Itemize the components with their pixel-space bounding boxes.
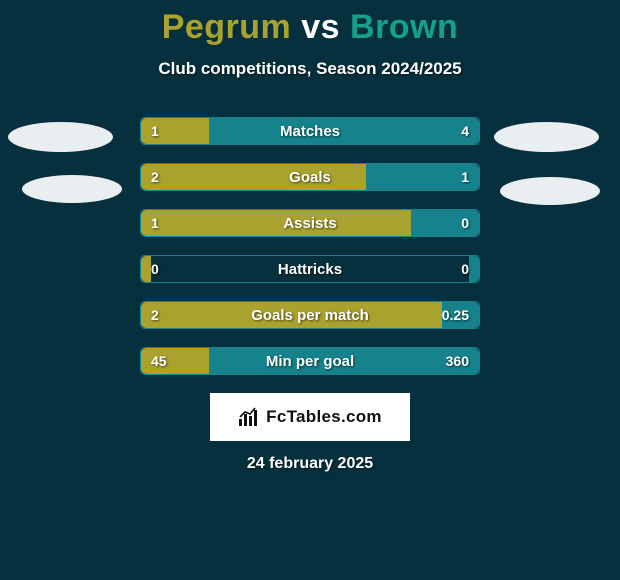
metric-bar-left <box>141 164 366 190</box>
metric-value-right: 4 <box>451 118 479 144</box>
subtitle: Club competitions, Season 2024/2025 <box>0 59 620 79</box>
player-photo-placeholder <box>494 122 599 152</box>
comparison-card: Pegrum vs Brown Club competitions, Seaso… <box>0 0 620 580</box>
metric-row: Goals per match20.25 <box>140 301 480 329</box>
metric-value-left: 2 <box>141 302 169 328</box>
metrics-container: Matches14Goals21Assists10Hattricks00Goal… <box>140 117 480 375</box>
metric-label: Hattricks <box>141 256 479 282</box>
bar-chart-icon <box>238 407 260 427</box>
title-vs: vs <box>301 8 340 46</box>
metric-value-right: 0 <box>451 256 479 282</box>
metric-bar-right <box>209 118 479 144</box>
title-player2: Brown <box>350 8 458 46</box>
metric-row: Min per goal45360 <box>140 347 480 375</box>
brand-box[interactable]: FcTables.com <box>210 393 410 441</box>
metric-value-right: 0 <box>451 210 479 236</box>
brand-text: FcTables.com <box>266 407 382 427</box>
metric-value-left: 0 <box>141 256 169 282</box>
footer-date: 24 february 2025 <box>0 455 620 473</box>
metric-row: Assists10 <box>140 209 480 237</box>
metric-value-right: 360 <box>436 348 479 374</box>
metric-value-left: 1 <box>141 118 169 144</box>
player-photo-placeholder <box>22 175 122 203</box>
metric-row: Hattricks0 0 <box>140 255 480 283</box>
metric-value-left: 2 <box>141 164 169 190</box>
metric-value-right: 0.25 <box>432 302 479 328</box>
metric-value-left: 1 <box>141 210 169 236</box>
metric-row: Goals21 <box>140 163 480 191</box>
player-photo-placeholder <box>500 177 600 205</box>
metric-row: Matches14 <box>140 117 480 145</box>
metric-bar-left <box>141 302 442 328</box>
metric-value-left: 45 <box>141 348 177 374</box>
title: Pegrum vs Brown <box>0 0 620 47</box>
metric-value-right: 1 <box>451 164 479 190</box>
player-photo-placeholder <box>8 122 113 152</box>
title-player1: Pegrum <box>162 8 292 46</box>
metric-bar-left <box>141 210 411 236</box>
